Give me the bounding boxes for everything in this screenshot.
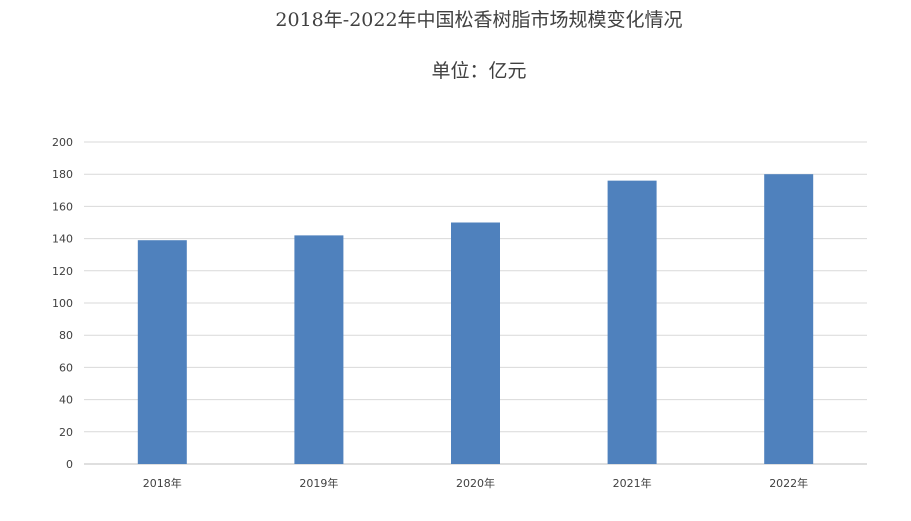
x-tick-label: 2020年 bbox=[456, 476, 495, 490]
y-tick-label: 140 bbox=[52, 233, 73, 246]
bar bbox=[607, 180, 657, 464]
bar bbox=[294, 235, 344, 464]
bar bbox=[451, 222, 500, 464]
bar bbox=[764, 174, 814, 464]
x-tick-label: 2021年 bbox=[613, 476, 652, 490]
x-tick-label: 2022年 bbox=[769, 476, 808, 490]
chart-title: 2018年-2022年中国松香树脂市场规模变化情况 bbox=[275, 9, 683, 31]
y-tick-label: 180 bbox=[52, 168, 73, 181]
y-tick-label: 40 bbox=[59, 394, 73, 407]
y-tick-label: 80 bbox=[59, 329, 73, 342]
y-tick-label: 60 bbox=[59, 361, 73, 374]
chart-subtitle: 单位：亿元 bbox=[431, 60, 527, 82]
y-tick-label: 120 bbox=[52, 265, 73, 278]
y-tick-label: 100 bbox=[52, 297, 73, 310]
y-tick-label: 20 bbox=[59, 426, 73, 439]
y-tick-label: 0 bbox=[66, 458, 73, 471]
x-tick-label: 2019年 bbox=[299, 476, 338, 490]
y-tick-label: 160 bbox=[52, 200, 73, 213]
x-tick-label: 2018年 bbox=[143, 476, 182, 490]
bar bbox=[137, 240, 187, 464]
y-tick-label: 200 bbox=[52, 136, 73, 149]
